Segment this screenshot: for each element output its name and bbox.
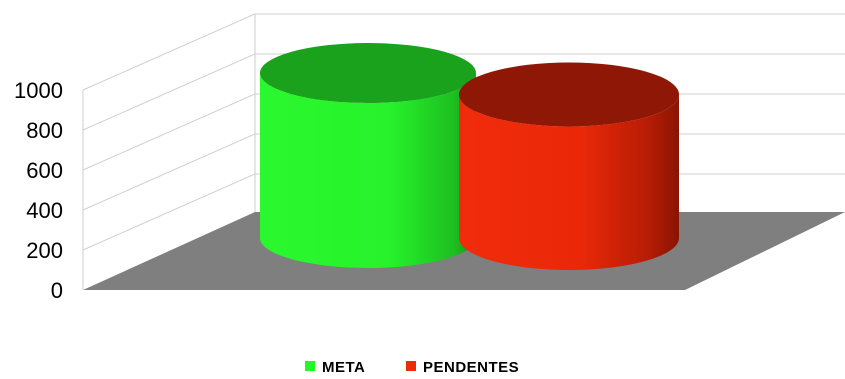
gridline-side: [82, 93, 256, 171]
gridline-side: [82, 53, 256, 131]
bar-pendentes: [459, 94, 679, 270]
y-tick-0: 0: [51, 278, 63, 303]
legend-label-meta: META: [322, 359, 365, 376]
y-axis-ticks: 0 200 400 600 800 1000: [14, 78, 63, 303]
bar-top-meta: [260, 43, 476, 103]
legend-label-pendentes: PENDENTES: [423, 359, 519, 376]
bar-meta: [260, 73, 476, 268]
legend-swatch-meta: [305, 361, 315, 371]
y-tick-3: 600: [26, 158, 63, 183]
gridline-side: [82, 173, 256, 251]
gridline-side: [82, 133, 256, 211]
gridline-side: [82, 13, 256, 91]
y-tick-5: 1000: [14, 78, 63, 103]
legend-swatch-pendentes: [406, 361, 416, 371]
y-tick-2: 400: [26, 198, 63, 223]
bars: [260, 43, 679, 270]
y-tick-4: 800: [26, 118, 63, 143]
y-tick-1: 200: [26, 238, 63, 263]
legend: META PENDENTES: [305, 359, 519, 376]
bar-top-pendentes: [459, 62, 679, 127]
